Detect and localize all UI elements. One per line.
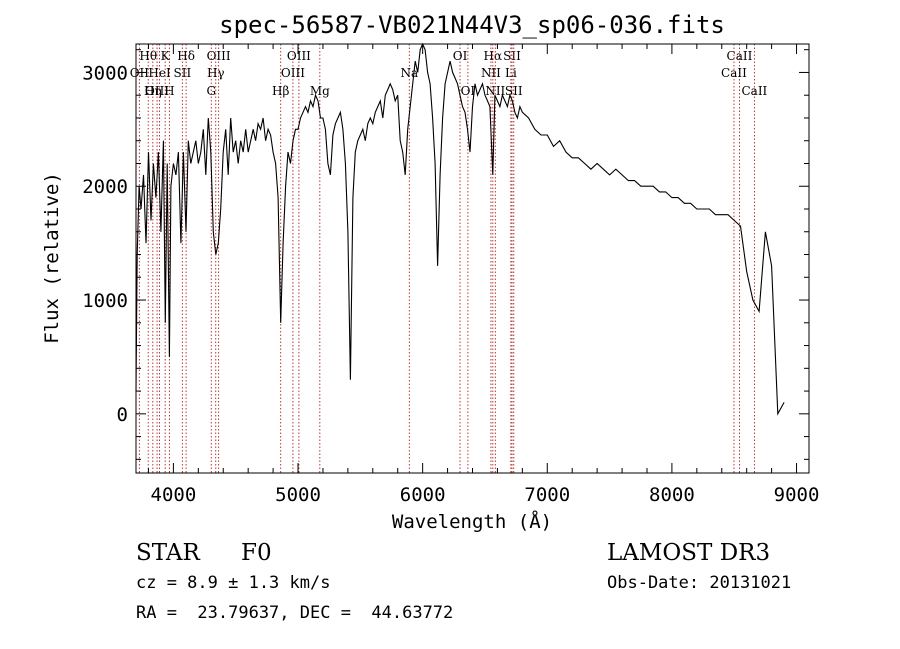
spectral-line-label: Na	[400, 66, 418, 80]
spectral-line-label: HeI	[148, 66, 171, 80]
spectral-line-label: OIII	[287, 49, 311, 63]
y-axis-ticks: 0 1000 2000 3000	[82, 49, 809, 460]
object-class: STAR	[136, 540, 200, 566]
spectrum-trace	[135, 42, 785, 416]
spectral-line-label: OIII	[145, 84, 169, 98]
survey-name: LAMOST DR3	[607, 540, 771, 566]
spectral-line-label: OIII	[207, 49, 231, 63]
spectral-line-label: H	[164, 84, 174, 98]
spectral-line-label: SII	[174, 66, 192, 80]
spectral-line-label: OII	[130, 66, 150, 80]
spectral-line-label: OI	[461, 84, 476, 98]
y-tick-label: 2000	[82, 176, 128, 198]
spectral-line-label: SII	[503, 49, 521, 63]
y-tick-label: 1000	[82, 290, 128, 312]
spectral-line-label: G	[206, 84, 216, 98]
spectral-line-label: CaII	[721, 66, 747, 80]
redshift-text: cz = 8.9 ± 1.3 km/s	[136, 573, 331, 593]
y-tick-label: 0	[117, 404, 128, 426]
y-tick-label: 3000	[82, 62, 128, 84]
spectral-line-label: CaII	[727, 49, 753, 63]
spectral-line-label: Hβ	[272, 84, 289, 98]
spectral-line-label: Li	[505, 66, 517, 80]
spectral-line-label: OIII	[281, 66, 305, 80]
coordinates: RA = 23.79637, DEC = 44.63772	[136, 603, 454, 623]
flux-line	[135, 42, 785, 416]
x-axis-label: Wavelength (Å)	[392, 510, 552, 533]
spectral-line-label: Hα	[484, 49, 503, 63]
x-axis-ticks: 4000 5000 6000 7000 8000 9000	[147, 44, 820, 506]
x-tick-label: 4000	[151, 484, 197, 506]
spectral-line-label: K	[161, 49, 171, 63]
spectral-line-label: NII	[485, 84, 505, 98]
spectral-line-label: Mg	[310, 84, 330, 98]
x-tick-label: 9000	[774, 484, 820, 506]
spectral-line-label: CaII	[741, 84, 767, 98]
spectral-line-label: SII	[505, 84, 523, 98]
chart-title: spec-56587-VB021N44V3_sp06-036.fits	[219, 11, 725, 39]
x-tick-label: 5000	[275, 484, 321, 506]
spectral-line-label: Hδ	[177, 49, 195, 63]
spectral-line-label: Hγ	[207, 66, 225, 80]
obs-date: Obs-Date: 20131021	[607, 573, 792, 593]
y-axis-label: Flux (relative)	[41, 172, 63, 344]
spectral-line-label: NII	[481, 66, 501, 80]
object-subclass: F0	[241, 540, 272, 566]
x-tick-label: 7000	[524, 484, 570, 506]
spectral-line-label: Hθ	[139, 49, 157, 63]
x-tick-label: 6000	[400, 484, 446, 506]
x-tick-label: 8000	[649, 484, 695, 506]
spectral-line-label: OI	[453, 49, 468, 63]
